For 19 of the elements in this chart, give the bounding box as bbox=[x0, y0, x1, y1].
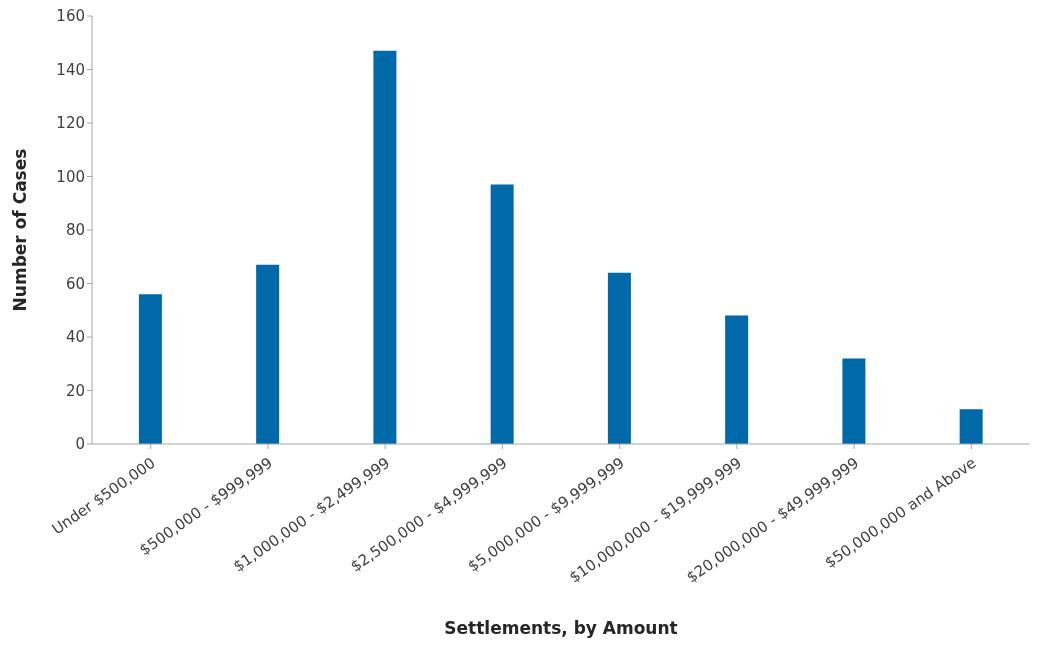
bar bbox=[842, 358, 866, 444]
y-tick-label: 160 bbox=[56, 7, 85, 26]
y-tick-label: 140 bbox=[56, 60, 85, 79]
bar bbox=[959, 409, 983, 444]
y-axis-title: Number of Cases bbox=[10, 148, 31, 312]
y-tick-label: 40 bbox=[65, 328, 85, 347]
y-tick-label: 60 bbox=[65, 274, 85, 293]
y-tick-label: 80 bbox=[65, 221, 85, 240]
bar bbox=[607, 272, 631, 444]
bar bbox=[725, 315, 749, 444]
y-tick-label: 20 bbox=[65, 381, 85, 400]
bar bbox=[256, 264, 280, 444]
y-tick-label: 0 bbox=[75, 435, 85, 454]
x-axis-title: Settlements, by Amount bbox=[444, 618, 678, 638]
y-tick-label: 100 bbox=[56, 167, 85, 186]
bar bbox=[490, 184, 514, 444]
y-tick-label: 120 bbox=[56, 114, 85, 133]
bar bbox=[138, 294, 162, 444]
bar bbox=[373, 50, 397, 444]
